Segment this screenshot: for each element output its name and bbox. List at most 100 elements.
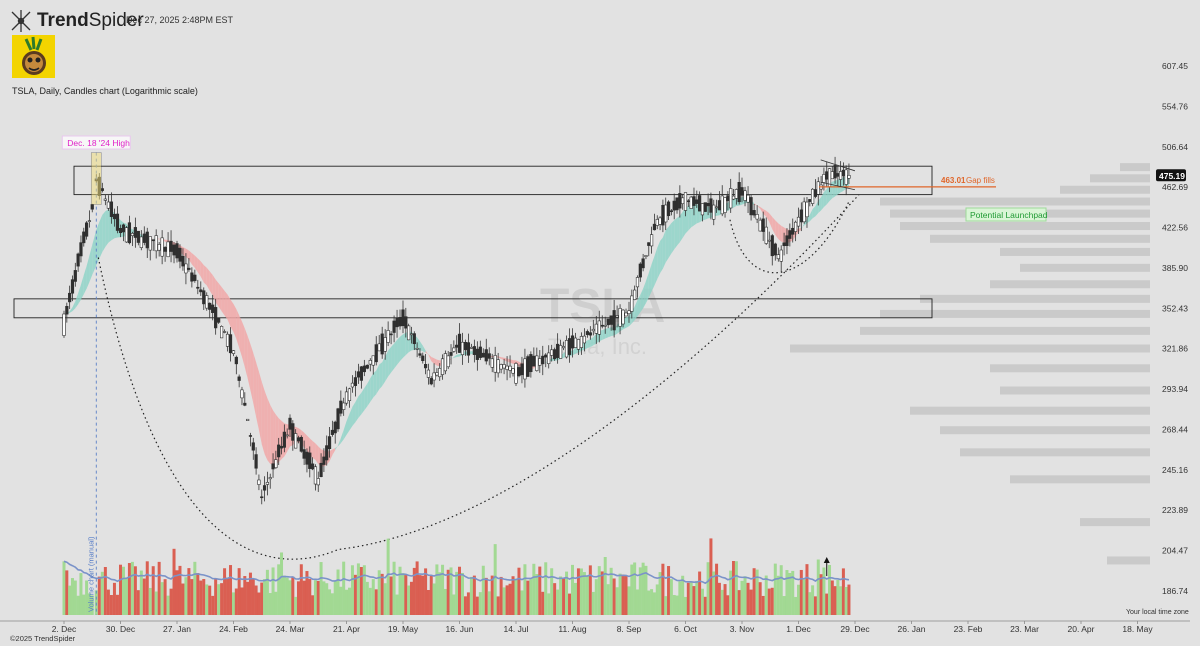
candle-body <box>208 302 212 310</box>
ribbon-segment <box>733 196 737 208</box>
y-tick-label: 223.89 <box>1162 505 1188 515</box>
volume-bar <box>740 580 744 615</box>
ribbon-segment <box>258 371 262 445</box>
volume-bar <box>618 573 622 615</box>
price-axis[interactable]: 607.45 554.76 506.64 462.69 422.56 385.90 352.… <box>1156 61 1188 596</box>
candle-body <box>377 343 381 352</box>
volume-bar <box>603 557 607 615</box>
volume-bar <box>226 577 230 615</box>
volume-bar <box>271 567 275 615</box>
ribbon-segment <box>99 214 103 259</box>
candle-body <box>222 331 227 333</box>
volume-profile-bar <box>990 364 1150 373</box>
volume-bar <box>136 590 140 615</box>
volume-bar <box>291 576 295 615</box>
candle-body <box>686 200 690 203</box>
candle-body <box>496 359 500 374</box>
ribbon-segment <box>194 255 198 273</box>
candle-body <box>729 188 733 209</box>
volume-bar <box>717 582 721 615</box>
candle-body <box>816 181 820 195</box>
volume-bar <box>499 576 503 615</box>
flag-lower-line <box>820 181 856 191</box>
candle-body <box>490 358 494 368</box>
volume-bar <box>550 568 554 615</box>
volume-bar <box>82 594 86 615</box>
volume-bar <box>154 591 158 615</box>
candle-body <box>432 372 436 381</box>
brand-name-light: Spider <box>88 10 144 31</box>
candle-body <box>124 227 129 243</box>
volume-bars <box>62 538 851 615</box>
volume-bar <box>441 564 445 615</box>
volume-bar <box>805 564 809 615</box>
ribbon-segment <box>812 206 816 219</box>
ribbon-segment <box>261 381 265 454</box>
ribbon-segment <box>329 449 333 462</box>
volume-bar <box>280 552 284 615</box>
volume-bar <box>481 565 485 615</box>
resistance-zone <box>73 165 933 196</box>
ribbon-segment <box>349 406 353 431</box>
ribbon-segment <box>373 370 377 398</box>
candle-body <box>743 190 747 201</box>
volume-bar <box>87 593 91 615</box>
candle-body <box>579 336 584 348</box>
candle-body <box>353 377 358 386</box>
candle-body <box>184 263 188 274</box>
ribbon-segment <box>92 229 97 275</box>
ribbon-segment <box>781 225 785 243</box>
volume-bar <box>73 580 77 615</box>
volume-bar <box>409 581 413 615</box>
ribbon-segment <box>754 203 758 206</box>
volume-bar <box>755 569 759 615</box>
ribbon-segment <box>385 350 389 382</box>
volume-bar <box>160 582 164 615</box>
candle-body <box>133 227 137 238</box>
volume-bar <box>196 573 200 615</box>
ribbon-segment <box>757 205 761 209</box>
candle-body <box>703 202 707 212</box>
annotation-high-label: Dec. 18 '24 High <box>67 138 130 148</box>
volume-bar <box>782 596 786 615</box>
candle-body <box>231 350 236 354</box>
chart-header: TrendSpider Dec 27, 2025 2:48PM EST TSLA… <box>0 0 1200 100</box>
avatar[interactable] <box>12 35 55 78</box>
ribbon-segment <box>665 226 669 263</box>
time-axis[interactable]: 2. Dec 30. Dec 27. Jan 24. Feb 24. Mar 21. Ap… <box>0 620 1190 634</box>
volume-bar <box>214 579 218 615</box>
ribbon-segment <box>239 315 242 357</box>
y-tick-label: 352.43 <box>1162 303 1188 313</box>
volume-bar <box>172 548 176 615</box>
ribbon-segment <box>253 352 257 417</box>
volume-bar <box>449 567 453 615</box>
trendspider-logo[interactable]: TrendSpider <box>10 10 144 32</box>
volume-bar <box>541 591 545 615</box>
volume-bar <box>330 593 334 615</box>
volume-bar <box>432 583 436 615</box>
ribbon-segment <box>376 364 380 395</box>
candle-body <box>749 197 753 216</box>
volume-bar <box>630 564 634 615</box>
ribbon-segment <box>102 211 106 252</box>
volume-bar <box>121 566 125 615</box>
volume-bar <box>816 559 820 615</box>
ribbon-segment <box>590 336 594 347</box>
volume-bar <box>350 565 354 615</box>
x-tick-label: 3. Nov <box>730 624 755 634</box>
volume-bar <box>811 585 815 615</box>
candle-body <box>160 237 164 257</box>
candle-body <box>139 236 143 248</box>
ribbon-segment <box>224 290 228 320</box>
candle-body <box>508 365 512 371</box>
volume-bar <box>813 596 817 615</box>
ribbon-segment <box>587 339 591 349</box>
candle-body <box>813 189 818 197</box>
annotation-box <box>61 135 131 150</box>
volume-bar <box>469 576 473 615</box>
candle-body <box>106 201 110 209</box>
volume-bar <box>151 566 155 615</box>
volume-bar <box>229 565 233 615</box>
candle-body <box>544 354 548 358</box>
